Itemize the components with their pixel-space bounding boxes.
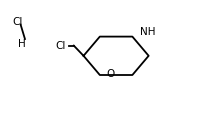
- Text: NH: NH: [140, 27, 155, 37]
- Text: O: O: [107, 69, 115, 79]
- Text: H: H: [18, 39, 26, 49]
- Text: Cl: Cl: [55, 41, 66, 51]
- Text: Cl: Cl: [12, 17, 22, 27]
